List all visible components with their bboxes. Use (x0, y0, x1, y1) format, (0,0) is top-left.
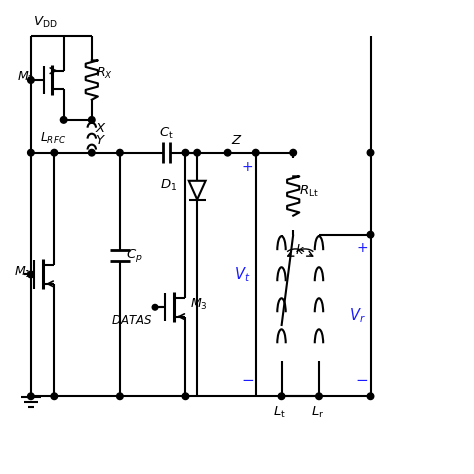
Text: $V_t$: $V_t$ (235, 265, 251, 284)
Text: $+$: $+$ (241, 160, 254, 174)
Circle shape (60, 117, 67, 123)
Text: $+$: $+$ (356, 241, 368, 255)
Text: $-$: $-$ (241, 371, 254, 386)
Circle shape (89, 117, 95, 123)
Circle shape (253, 149, 259, 156)
Circle shape (367, 231, 374, 238)
Circle shape (367, 149, 374, 156)
Circle shape (290, 149, 297, 156)
Text: $R_X$: $R_X$ (97, 65, 113, 81)
Text: $L_{RFC}$: $L_{RFC}$ (40, 131, 66, 146)
Circle shape (152, 304, 158, 310)
Text: $V_{\mathrm{DD}}$: $V_{\mathrm{DD}}$ (33, 15, 58, 30)
Text: $C_{\mathrm{t}}$: $C_{\mathrm{t}}$ (159, 126, 174, 141)
Text: $M_2$: $M_2$ (17, 70, 34, 85)
Text: $M_1$: $M_1$ (15, 264, 32, 280)
Circle shape (27, 393, 34, 400)
Circle shape (27, 77, 34, 83)
Text: $L_{\mathrm{r}}$: $L_{\mathrm{r}}$ (311, 405, 325, 420)
Circle shape (367, 393, 374, 400)
Text: $C_p$: $C_p$ (126, 247, 143, 264)
Text: $X$: $X$ (95, 122, 107, 135)
Circle shape (117, 393, 123, 400)
Text: $D_1$: $D_1$ (160, 178, 177, 193)
Circle shape (89, 149, 95, 156)
Circle shape (182, 393, 189, 400)
Circle shape (117, 149, 123, 156)
Circle shape (51, 393, 57, 400)
Text: $Y$: $Y$ (95, 134, 106, 147)
Text: $-$: $-$ (356, 371, 369, 386)
Circle shape (224, 149, 231, 156)
Text: $DATAS$: $DATAS$ (111, 314, 153, 327)
Text: $M_3$: $M_3$ (190, 297, 208, 312)
Circle shape (316, 393, 322, 400)
Text: $R_{\mathrm{Lt}}$: $R_{\mathrm{Lt}}$ (299, 184, 319, 199)
Circle shape (182, 149, 189, 156)
Text: $Z$: $Z$ (231, 134, 243, 147)
Circle shape (278, 393, 285, 400)
Text: $k$: $k$ (295, 243, 305, 257)
Circle shape (27, 271, 34, 278)
Circle shape (27, 149, 34, 156)
Text: $L_{\mathrm{t}}$: $L_{\mathrm{t}}$ (273, 405, 286, 420)
Circle shape (51, 149, 57, 156)
Text: $V_r$: $V_r$ (349, 306, 366, 325)
Circle shape (194, 149, 201, 156)
